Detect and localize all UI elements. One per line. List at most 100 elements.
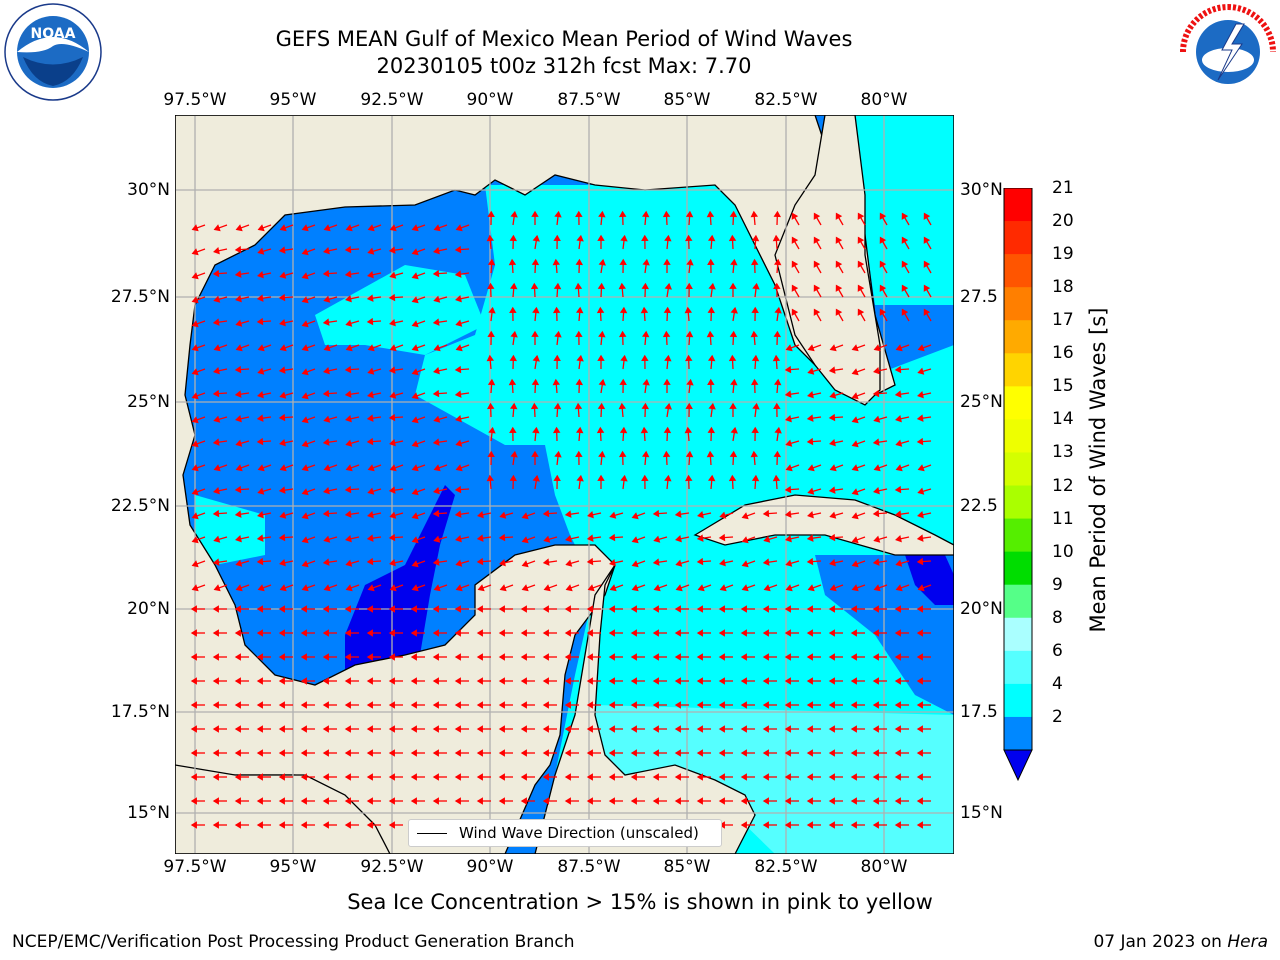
wind-wave-arrowhead: [598, 330, 606, 338]
wind-wave-arrowhead: [257, 224, 265, 232]
lat-label-right: 25°N: [960, 392, 1003, 412]
wind-wave-arrowhead: [696, 677, 703, 685]
wind-wave-arrowhead: [895, 584, 903, 592]
wind-wave-arrowhead: [674, 797, 681, 805]
wind-wave-arrowhead: [872, 389, 880, 398]
wind-wave-arrowhead: [256, 725, 263, 733]
wind-wave-arrowhead: [923, 308, 931, 316]
wind-wave-arrowhead: [850, 629, 857, 637]
wind-wave-arrowhead: [454, 653, 461, 661]
wind-wave-arrowhead: [278, 725, 285, 733]
wind-wave-arrowhead: [684, 474, 693, 482]
wind-wave-arrowhead: [597, 402, 606, 410]
wind-wave-arrowhead: [707, 474, 716, 482]
land-cuba: [693, 494, 954, 556]
wind-wave-arrowhead: [791, 212, 799, 220]
colorbar-segment: [1004, 716, 1032, 751]
wind-wave-arrowhead: [730, 258, 738, 266]
wind-wave-arrowhead: [829, 511, 837, 519]
wind-wave-arrowhead: [674, 629, 681, 637]
wind-wave-arrowhead: [366, 605, 373, 613]
wind-wave-arrowhead: [806, 773, 813, 781]
wind-wave-arrowhead: [212, 725, 219, 733]
wind-wave-arrowhead: [521, 512, 529, 520]
wind-wave-arrowhead: [433, 584, 441, 592]
wind-wave-arrowhead: [565, 535, 572, 543]
wind-wave-arrowhead: [828, 677, 835, 685]
wind-wave-arrowhead: [552, 258, 561, 266]
wind-wave-arrowhead: [344, 749, 351, 757]
wind-wave-arrowhead: [784, 605, 791, 613]
wind-wave-arrowhead: [411, 272, 419, 280]
wind-wave-arrowhead: [642, 378, 650, 386]
wind-wave-arrowhead: [454, 677, 461, 685]
wind-wave-arrowhead: [835, 236, 843, 244]
wind-wave-arrowhead: [344, 245, 352, 254]
wind-wave-arrowhead: [344, 725, 351, 733]
colorbar-tick-label: 17: [1052, 310, 1074, 331]
wind-wave-arrowhead: [301, 584, 309, 592]
wind-wave-arrowhead: [728, 234, 737, 242]
wind-wave-arrowhead: [750, 258, 759, 266]
wind-wave-arrowhead: [608, 749, 615, 757]
wind-wave-arrowhead: [894, 365, 902, 374]
wind-wave-arrowhead: [598, 450, 606, 458]
wind-wave-arrowhead: [476, 557, 484, 566]
wind-wave-arrowhead: [587, 511, 594, 519]
wind-wave-arrowhead: [901, 260, 909, 268]
wind-wave-arrowhead: [279, 511, 287, 519]
wind-wave-arrowhead: [641, 354, 649, 362]
wind-wave-arrowhead: [213, 295, 221, 303]
wind-wave-arrowhead: [389, 511, 397, 519]
wind-wave-arrowhead: [301, 416, 309, 424]
wind-wave-arrowhead: [234, 365, 242, 374]
wind-wave-arrowhead: [301, 344, 309, 352]
wind-wave-arrowhead: [707, 258, 715, 266]
wind-wave-arrowhead: [564, 725, 571, 733]
wind-wave-arrowhead: [410, 773, 417, 781]
wind-wave-arrowhead: [630, 725, 637, 733]
wind-wave-arrowhead: [454, 390, 462, 398]
wind-wave-arrowhead: [486, 402, 495, 410]
wind-wave-arrowhead: [664, 474, 672, 482]
wind-wave-arrowhead: [323, 344, 331, 352]
wind-wave-arrowhead: [389, 319, 396, 327]
wind-wave-arrowhead: [784, 653, 791, 661]
sea-ice-note: Sea Ice Concentration > 15% is shown in …: [347, 890, 933, 914]
wind-wave-arrowhead: [234, 797, 241, 805]
wind-wave-arrowhead: [751, 426, 759, 434]
wind-wave-arrowhead: [510, 330, 518, 338]
wind-wave-arrowhead: [574, 282, 583, 290]
wind-wave-arrowhead: [586, 749, 593, 757]
wind-wave-arrowhead: [873, 584, 881, 592]
wind-wave-arrowhead: [367, 584, 375, 592]
wind-wave-arrowhead: [344, 653, 351, 661]
wind-wave-arrowhead: [652, 701, 659, 709]
wind-wave-arrowhead: [674, 725, 681, 733]
lon-label-top: 82.5°W: [754, 90, 818, 110]
wind-wave-arrowhead: [574, 402, 583, 410]
footer-host: Hera: [1227, 932, 1268, 952]
wind-wave-arrowhead: [807, 584, 815, 592]
wind-wave-arrowhead: [454, 701, 461, 709]
wind-wave-arrowhead: [828, 413, 836, 422]
wind-wave-arrowhead: [653, 584, 661, 592]
wind-wave-arrowhead: [630, 677, 637, 685]
wind-wave-arrowhead: [829, 464, 837, 472]
wind-wave-arrowhead: [301, 488, 309, 496]
cyan-region: [855, 115, 954, 305]
wind-wave-arrowhead: [432, 558, 440, 566]
wind-wave-arrowhead: [488, 306, 496, 314]
wind-wave-arrowhead: [707, 426, 716, 434]
wind-wave-arrowhead: [542, 653, 549, 661]
colorbar-tick-label: 20: [1052, 211, 1074, 232]
wind-wave-arrowhead: [256, 821, 263, 829]
wind-wave-arrowhead: [235, 295, 242, 303]
wind-wave-arrowhead: [894, 390, 902, 398]
wind-wave-arrowhead: [631, 512, 639, 520]
wind-wave-arrowhead: [685, 402, 693, 410]
wind-wave-arrowhead: [322, 797, 329, 805]
lon-label-top: 95°W: [269, 90, 317, 110]
wind-wave-arrowhead: [190, 605, 197, 613]
wind-wave-arrowhead: [191, 416, 199, 424]
